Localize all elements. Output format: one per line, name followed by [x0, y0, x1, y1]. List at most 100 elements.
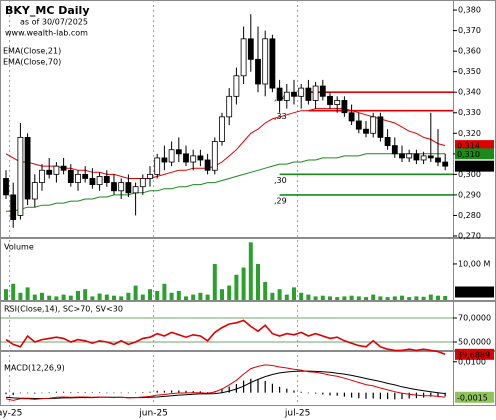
last-value-label: 0,304 — [457, 162, 480, 171]
candle-body — [377, 116, 384, 138]
candle-body — [427, 155, 434, 159]
volume-bar — [76, 290, 80, 300]
candle-body — [384, 136, 391, 147]
volume-bar — [104, 294, 109, 300]
volume-bar — [68, 295, 73, 300]
volume-bar — [220, 289, 224, 300]
y-tick-label: 0,290 — [458, 190, 481, 199]
x-tick-label: jul-25 — [284, 409, 310, 419]
candle-body — [312, 85, 319, 101]
histogram-bar — [235, 384, 237, 393]
histogram-bar — [99, 392, 101, 393]
candle-body — [219, 116, 225, 142]
volume-bar — [436, 295, 440, 300]
candle-body — [435, 157, 441, 163]
candle-body — [17, 136, 24, 216]
candle-body — [3, 178, 9, 196]
candle-body — [276, 87, 283, 101]
volume-bar — [364, 297, 368, 300]
histogram-bar — [379, 392, 381, 400]
histogram-bar — [286, 388, 288, 393]
candle-body — [327, 95, 333, 105]
volume-bar — [40, 292, 44, 300]
last-value-box — [455, 148, 494, 160]
pane-title: MACD(12,26,9) — [4, 364, 65, 373]
source: www.wealth-lab.com — [5, 29, 88, 38]
candle-body — [75, 173, 81, 183]
histogram-bar — [106, 392, 108, 394]
histogram-bar — [408, 392, 410, 399]
volume-bar — [284, 294, 289, 300]
volume-bar — [256, 263, 260, 300]
histogram-bar — [358, 392, 360, 399]
x-tick-label: ay-25 — [0, 409, 22, 419]
volume-bar — [4, 289, 8, 300]
volume-bar — [248, 242, 253, 300]
volume-bar — [443, 295, 448, 300]
candle-body — [348, 112, 355, 122]
last-value-box — [455, 140, 494, 152]
y-tick-label: 0,280 — [458, 211, 481, 220]
histogram-bar — [199, 391, 201, 393]
volume-bar — [263, 281, 268, 300]
candle-body — [233, 75, 240, 97]
volume-bar — [97, 293, 102, 300]
volume-bar — [162, 283, 167, 300]
volume-bar — [407, 297, 412, 300]
candle-body — [39, 169, 45, 183]
histogram-bar — [5, 392, 7, 395]
volume-bar — [277, 289, 282, 300]
volume-bar — [61, 294, 66, 300]
histogram-bar — [430, 392, 432, 397]
volume-bar — [155, 290, 160, 300]
candle-body — [363, 128, 369, 134]
volume-bar — [133, 285, 138, 300]
volume-bar — [342, 296, 347, 300]
candle-body — [10, 194, 17, 220]
histogram-bar — [27, 392, 29, 394]
histogram-bar — [185, 390, 187, 393]
volume-bar — [169, 292, 174, 300]
histogram-bar — [156, 390, 158, 393]
volume-bar — [205, 294, 210, 300]
histogram-bar — [192, 391, 194, 393]
y-tick-label: 0,0100 — [458, 357, 486, 366]
candle-body — [442, 161, 449, 167]
volume-bar — [112, 295, 116, 300]
candle-body — [355, 120, 362, 130]
volume-bar — [126, 292, 131, 300]
histogram-bar — [113, 392, 115, 394]
volume-bar — [421, 296, 426, 300]
candle-body — [118, 182, 125, 192]
signal-line — [5, 370, 446, 399]
candle-body — [154, 157, 161, 175]
histogram-bar — [127, 392, 129, 394]
volume-bar — [11, 283, 16, 300]
candle-body — [183, 153, 189, 163]
histogram-bar — [48, 392, 50, 393]
candle-body — [89, 178, 96, 186]
volume-bar — [349, 295, 354, 300]
histogram-bar — [135, 392, 137, 394]
histogram-bar — [329, 392, 331, 396]
histogram-bar — [142, 392, 144, 393]
candle-body — [226, 95, 233, 118]
candle-body — [96, 176, 103, 186]
histogram-bar — [387, 392, 389, 400]
last-value-box — [455, 348, 494, 360]
candle-body — [370, 116, 377, 134]
volume-bar — [90, 296, 95, 300]
candle-body — [406, 153, 413, 159]
volume-bar — [176, 290, 181, 300]
y-tick-label: 0,320 — [458, 129, 481, 138]
histogram-bar — [171, 390, 173, 393]
volume-bar — [212, 263, 217, 300]
volume-bar — [270, 292, 275, 300]
histogram-bar — [228, 386, 230, 393]
last-value-box — [455, 391, 494, 403]
last-value-label: -0,0015 — [457, 393, 488, 402]
candle-body — [334, 100, 341, 105]
volume-bar — [306, 294, 311, 300]
